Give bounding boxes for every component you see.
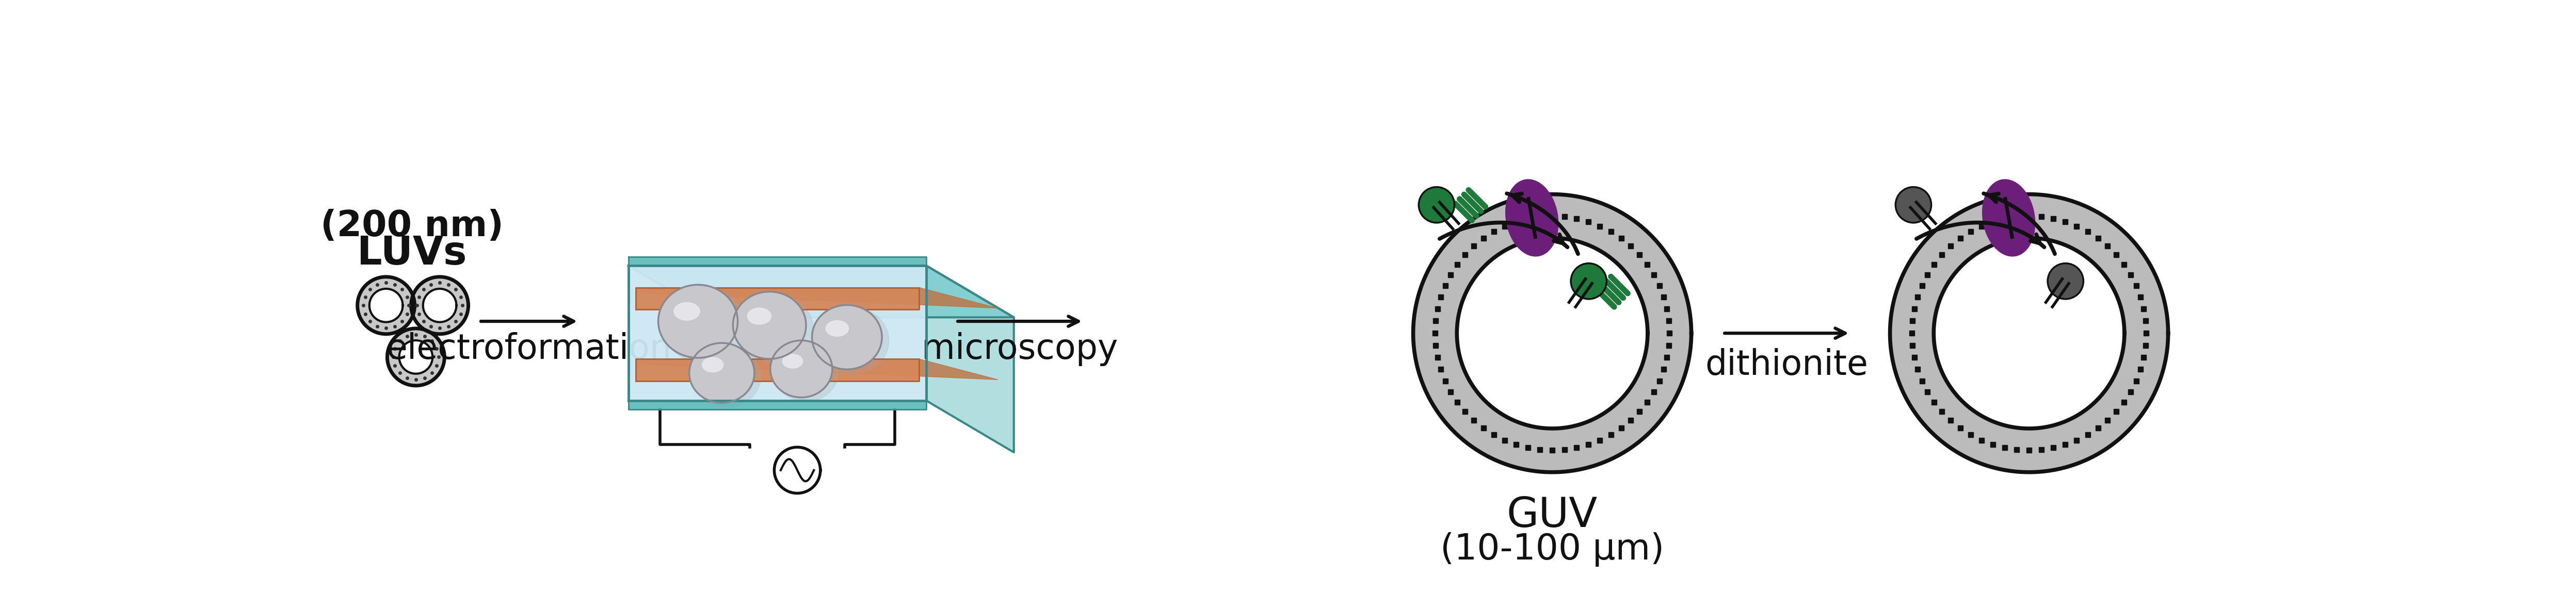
Polygon shape <box>1935 238 2125 429</box>
Ellipse shape <box>817 308 889 374</box>
Ellipse shape <box>703 358 724 372</box>
Text: GUV: GUV <box>1507 496 1597 536</box>
Ellipse shape <box>737 294 814 364</box>
Ellipse shape <box>827 321 848 336</box>
Text: LUVs: LUVs <box>358 235 466 273</box>
Polygon shape <box>1458 238 1649 429</box>
Text: electroformation: electroformation <box>386 332 672 366</box>
Ellipse shape <box>773 343 837 401</box>
Ellipse shape <box>1984 180 2035 256</box>
Polygon shape <box>629 266 1015 317</box>
Text: (200 nm): (200 nm) <box>319 209 502 243</box>
Ellipse shape <box>1504 180 1558 256</box>
Polygon shape <box>636 359 920 381</box>
Ellipse shape <box>659 285 737 358</box>
Ellipse shape <box>747 308 770 324</box>
Polygon shape <box>636 359 997 380</box>
Polygon shape <box>629 257 927 266</box>
Polygon shape <box>636 288 997 308</box>
Polygon shape <box>629 401 927 409</box>
Polygon shape <box>636 288 920 310</box>
Text: (10-100 μm): (10-100 μm) <box>1440 533 1664 567</box>
Polygon shape <box>386 329 446 385</box>
Polygon shape <box>399 340 433 374</box>
Ellipse shape <box>693 345 760 407</box>
Ellipse shape <box>734 292 806 359</box>
Polygon shape <box>412 277 469 334</box>
Ellipse shape <box>662 288 744 363</box>
Text: dithionite: dithionite <box>1705 348 1868 382</box>
Circle shape <box>2048 263 2084 299</box>
Ellipse shape <box>770 340 832 397</box>
Text: microscopy: microscopy <box>922 332 1118 366</box>
Polygon shape <box>358 277 415 334</box>
Polygon shape <box>1891 195 2169 472</box>
Ellipse shape <box>690 343 755 403</box>
Ellipse shape <box>783 354 804 368</box>
Polygon shape <box>927 266 1015 452</box>
Ellipse shape <box>675 302 701 320</box>
Polygon shape <box>629 266 927 401</box>
Polygon shape <box>1414 195 1692 472</box>
Circle shape <box>1571 263 1607 299</box>
Ellipse shape <box>811 305 881 369</box>
Circle shape <box>1896 187 1932 223</box>
Polygon shape <box>368 289 402 322</box>
Polygon shape <box>422 289 456 322</box>
Circle shape <box>1419 187 1455 223</box>
